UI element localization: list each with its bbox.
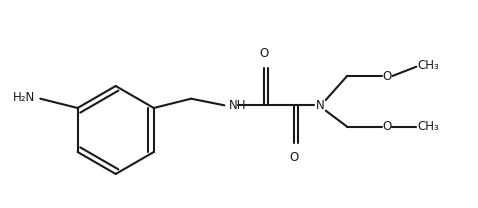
Text: O: O [260, 47, 269, 60]
Text: O: O [382, 69, 391, 83]
Text: N: N [316, 99, 325, 112]
Text: NH: NH [228, 99, 246, 112]
Text: O: O [289, 151, 298, 164]
Text: CH₃: CH₃ [418, 59, 439, 72]
Text: O: O [382, 120, 391, 133]
Text: CH₃: CH₃ [418, 120, 439, 133]
Text: H₂N: H₂N [13, 91, 35, 104]
